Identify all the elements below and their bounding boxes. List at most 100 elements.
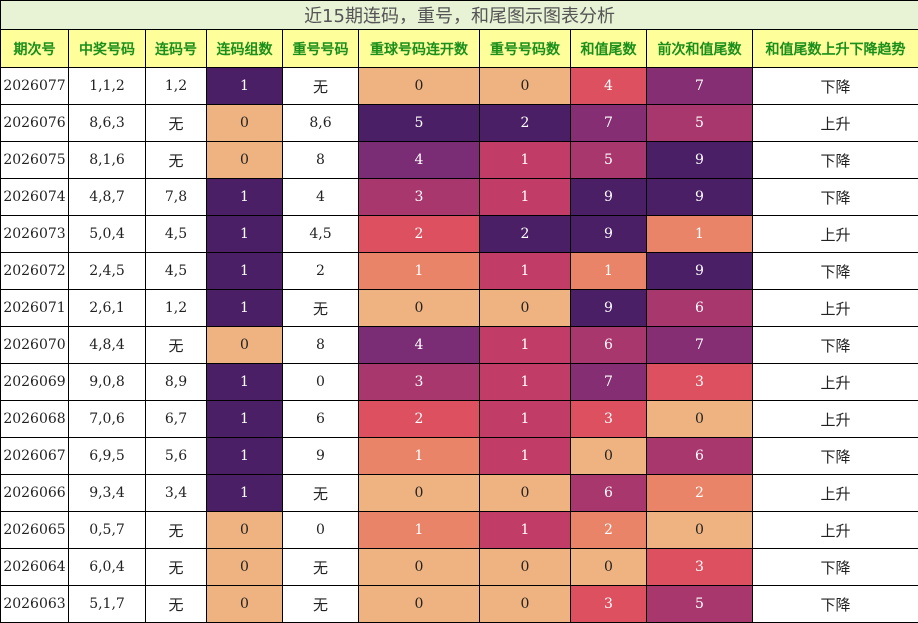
cell-repeat: 6 <box>283 401 359 438</box>
cell-numbers: 2,4,5 <box>69 253 146 290</box>
cell-lianma-groups: 0 <box>207 586 283 623</box>
cell-prev-tail: 5 <box>647 586 753 623</box>
cell-lianma: 无 <box>146 142 207 179</box>
cell-repeat: 0 <box>283 512 359 549</box>
cell-repeat-streak: 0 <box>359 586 480 623</box>
cell-trend: 上升 <box>753 290 918 327</box>
cell-trend: 上升 <box>753 216 918 253</box>
cell-repeat: 无 <box>283 475 359 512</box>
header-row: 期次号 中奖号码 连码号 连码组数 重号号码 重球号码连开数 重号号码数 和值尾… <box>1 30 918 68</box>
cell-repeat-streak: 0 <box>359 475 480 512</box>
cell-repeat-count: 1 <box>480 438 571 475</box>
cell-lianma: 7,8 <box>146 179 207 216</box>
cell-numbers: 6,0,4 <box>69 549 146 586</box>
cell-numbers: 6,9,5 <box>69 438 146 475</box>
col-header-prev-tail: 前次和值尾数 <box>647 30 753 68</box>
cell-repeat: 4,5 <box>283 216 359 253</box>
title-row: 近15期连码，重号，和尾图示图表分析 <box>1 1 918 30</box>
cell-prev-tail: 7 <box>647 68 753 105</box>
cell-lianma: 无 <box>146 586 207 623</box>
cell-prev-tail: 0 <box>647 512 753 549</box>
cell-issue: 2026075 <box>1 142 69 179</box>
col-header-lianma: 连码号 <box>146 30 207 68</box>
cell-prev-tail: 9 <box>647 179 753 216</box>
cell-trend: 上升 <box>753 475 918 512</box>
cell-numbers: 5,0,4 <box>69 216 146 253</box>
cell-repeat: 9 <box>283 438 359 475</box>
cell-tail: 4 <box>571 68 647 105</box>
cell-lianma: 无 <box>146 512 207 549</box>
cell-repeat-streak: 2 <box>359 216 480 253</box>
cell-lianma: 4,5 <box>146 253 207 290</box>
cell-tail: 1 <box>571 253 647 290</box>
cell-lianma-groups: 1 <box>207 438 283 475</box>
cell-lianma-groups: 1 <box>207 401 283 438</box>
cell-issue: 2026070 <box>1 327 69 364</box>
col-header-lianma-groups: 连码组数 <box>207 30 283 68</box>
cell-prev-tail: 0 <box>647 401 753 438</box>
cell-trend: 下降 <box>753 179 918 216</box>
cell-prev-tail: 3 <box>647 364 753 401</box>
cell-tail: 7 <box>571 105 647 142</box>
cell-lianma: 无 <box>146 549 207 586</box>
cell-issue: 2026073 <box>1 216 69 253</box>
cell-issue: 2026072 <box>1 253 69 290</box>
cell-numbers: 8,1,6 <box>69 142 146 179</box>
cell-repeat: 8 <box>283 327 359 364</box>
cell-repeat-count: 0 <box>480 586 571 623</box>
cell-repeat-count: 1 <box>480 179 571 216</box>
cell-issue: 2026069 <box>1 364 69 401</box>
cell-repeat: 8,6 <box>283 105 359 142</box>
col-header-tail: 和值尾数 <box>571 30 647 68</box>
cell-trend: 下降 <box>753 327 918 364</box>
cell-repeat-count: 0 <box>480 549 571 586</box>
cell-issue: 2026076 <box>1 105 69 142</box>
cell-repeat: 2 <box>283 253 359 290</box>
cell-lianma-groups: 1 <box>207 68 283 105</box>
cell-numbers: 9,3,4 <box>69 475 146 512</box>
cell-repeat-streak: 4 <box>359 327 480 364</box>
cell-repeat-count: 1 <box>480 401 571 438</box>
cell-repeat-count: 1 <box>480 512 571 549</box>
cell-lianma: 无 <box>146 105 207 142</box>
cell-repeat-streak: 5 <box>359 105 480 142</box>
cell-trend: 下降 <box>753 68 918 105</box>
cell-tail: 6 <box>571 475 647 512</box>
cell-lianma: 6,7 <box>146 401 207 438</box>
cell-lianma: 3,4 <box>146 475 207 512</box>
cell-lianma: 1,2 <box>146 68 207 105</box>
cell-repeat: 无 <box>283 549 359 586</box>
cell-repeat: 0 <box>283 364 359 401</box>
cell-trend: 下降 <box>753 549 918 586</box>
cell-lianma-groups: 0 <box>207 327 283 364</box>
cell-numbers: 9,0,8 <box>69 364 146 401</box>
cell-lianma-groups: 1 <box>207 253 283 290</box>
cell-tail: 3 <box>571 586 647 623</box>
cell-repeat-count: 2 <box>480 216 571 253</box>
cell-lianma: 无 <box>146 327 207 364</box>
cell-tail: 9 <box>571 216 647 253</box>
cell-lianma-groups: 0 <box>207 142 283 179</box>
cell-repeat-count: 0 <box>480 290 571 327</box>
cell-prev-tail: 9 <box>647 142 753 179</box>
cell-repeat-count: 0 <box>480 475 571 512</box>
col-header-numbers: 中奖号码 <box>69 30 146 68</box>
cell-prev-tail: 2 <box>647 475 753 512</box>
cell-repeat-streak: 4 <box>359 142 480 179</box>
cell-repeat-streak: 0 <box>359 68 480 105</box>
cell-issue: 2026077 <box>1 68 69 105</box>
